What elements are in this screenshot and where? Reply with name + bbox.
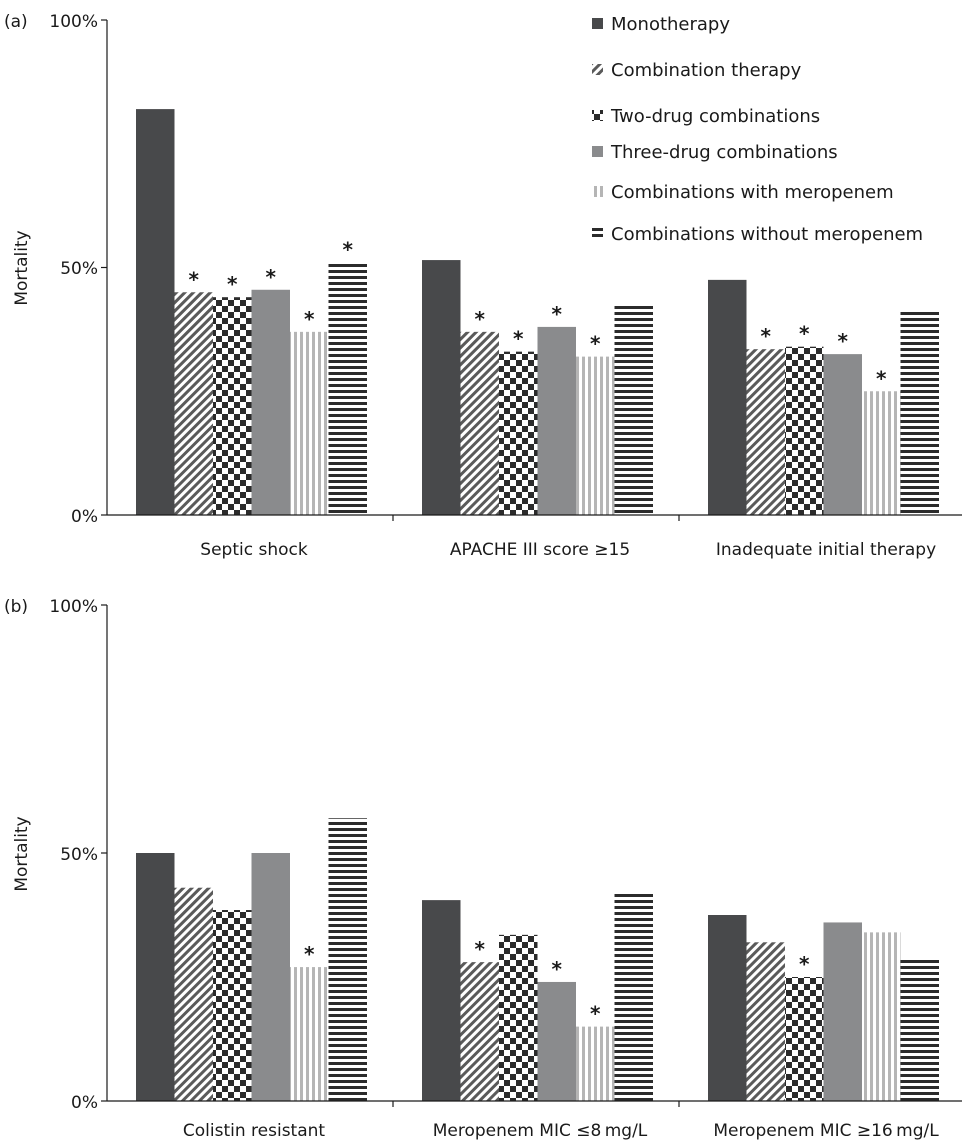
legend-swatch-without-meropenem	[592, 228, 603, 239]
panel-a-ytick-50: 50%	[60, 259, 98, 279]
significance-marker: *	[838, 329, 849, 353]
bar-two-drug-combinations-apache-iii-score-15	[499, 351, 538, 515]
panel-b: (b) Mortality 0% 50% 100% Colistin resis…	[4, 597, 962, 1141]
legend-item: Three-drug combinations	[592, 142, 838, 163]
panel-b-label: (b)	[4, 597, 28, 617]
legend-item: Combination therapy	[592, 60, 802, 81]
significance-marker: *	[590, 332, 601, 356]
legend: Monotherapy Combination therapy Two-drug…	[592, 14, 923, 245]
bar-monotherapy-apache-iii-score-15	[422, 260, 461, 515]
bar-combinations-without-meropenem-apache-iii-score-15	[614, 304, 653, 515]
bar-combinations-without-meropenem-meropenem-mic-8-mg-l	[614, 892, 653, 1101]
significance-marker: *	[475, 937, 486, 961]
legend-label: Combinations without meropenem	[611, 224, 923, 245]
bar-three-drug-combinations-apache-iii-score-15	[537, 326, 576, 515]
bar-combinations-with-meropenem-colistin-resistant	[290, 967, 329, 1101]
bar-two-drug-combinations-meropenem-mic-16-mg-l	[785, 977, 824, 1101]
bar-three-drug-combinations-inadequate-initial-therapy	[823, 354, 862, 515]
panel-a-label: (a)	[4, 12, 28, 32]
legend-label: Monotherapy	[611, 14, 730, 35]
significance-marker: *	[799, 322, 810, 346]
bar-three-drug-combinations-colistin-resistant	[251, 853, 290, 1101]
legend-swatch-monotherapy	[592, 18, 603, 29]
bar-combinations-with-meropenem-meropenem-mic-16-mg-l	[862, 932, 901, 1101]
significance-marker: *	[189, 267, 200, 291]
legend-item: Monotherapy	[592, 14, 730, 35]
significance-marker: *	[227, 272, 238, 296]
bar-combination-therapy-meropenem-mic-16-mg-l	[746, 942, 785, 1101]
significance-marker: *	[552, 302, 563, 326]
bar-combinations-without-meropenem-septic-shock	[328, 262, 367, 515]
bar-three-drug-combinations-meropenem-mic-16-mg-l	[823, 922, 862, 1101]
bar-two-drug-combinations-inadequate-initial-therapy	[785, 346, 824, 515]
bar-monotherapy-meropenem-mic-16-mg-l	[708, 915, 747, 1101]
significance-marker: *	[475, 307, 486, 331]
significance-marker: *	[761, 324, 772, 348]
bar-combinations-without-meropenem-inadequate-initial-therapy	[900, 309, 939, 515]
significance-marker: *	[304, 942, 315, 966]
significance-marker: *	[266, 265, 277, 289]
bar-combinations-with-meropenem-meropenem-mic-8-mg-l	[576, 1026, 615, 1101]
panel-b-bars: * * * * *	[136, 818, 939, 1101]
legend-item: Combinations without meropenem	[592, 224, 923, 245]
bar-combination-therapy-septic-shock	[174, 292, 213, 515]
significance-marker: *	[552, 957, 563, 981]
bar-combinations-without-meropenem-colistin-resistant	[328, 818, 367, 1101]
significance-marker: *	[304, 307, 315, 331]
bar-two-drug-combinations-meropenem-mic-8-mg-l	[499, 934, 538, 1101]
bar-combinations-with-meropenem-inadequate-initial-therapy	[862, 391, 901, 515]
panel-a-category-label-2: Inadequate initial therapy	[716, 540, 936, 560]
bar-three-drug-combinations-meropenem-mic-8-mg-l	[537, 981, 576, 1101]
legend-label: Two-drug combinations	[610, 106, 820, 127]
panel-a-bars: * * * * * * * * * * * * *	[136, 109, 939, 515]
panel-b-ytick-0: 0%	[71, 1093, 98, 1113]
legend-item: Two-drug combinations	[592, 106, 820, 127]
bar-combination-therapy-colistin-resistant	[174, 887, 213, 1101]
bar-combination-therapy-inadequate-initial-therapy	[746, 349, 785, 515]
panel-b-ytick-50: 50%	[60, 845, 98, 865]
legend-swatch-combination-therapy	[592, 64, 603, 75]
significance-marker: *	[799, 952, 810, 976]
panel-b-y-axis-label: Mortality	[12, 816, 32, 891]
significance-marker: *	[876, 366, 887, 390]
panel-a-y-axis-label: Mortality	[12, 230, 32, 305]
bar-combinations-with-meropenem-apache-iii-score-15	[576, 356, 615, 515]
panel-b-category-label-0: Colistin resistant	[183, 1121, 326, 1141]
panel-b-ytick-100: 100%	[49, 597, 98, 617]
bar-two-drug-combinations-colistin-resistant	[213, 910, 252, 1101]
bar-monotherapy-septic-shock	[136, 109, 175, 515]
significance-marker: *	[590, 1002, 601, 1026]
panel-b-category-label-1: Meropenem MIC ≤8 mg/L	[433, 1121, 648, 1141]
significance-marker: *	[343, 238, 354, 262]
bar-combinations-without-meropenem-meropenem-mic-16-mg-l	[900, 957, 939, 1101]
legend-swatch-with-meropenem	[592, 186, 603, 197]
bar-monotherapy-colistin-resistant	[136, 853, 175, 1101]
bar-three-drug-combinations-septic-shock	[251, 289, 290, 515]
significance-marker: *	[513, 327, 524, 351]
panel-a: (a) Mortality 0% 50% 100% Septic shock A…	[4, 12, 962, 560]
legend-label: Combinations with meropenem	[611, 182, 894, 203]
panel-a-ytick-0: 0%	[71, 507, 98, 527]
panel-a-category-label-1: APACHE III score ≥15	[450, 540, 630, 560]
legend-label: Combination therapy	[611, 60, 802, 81]
bar-combination-therapy-apache-iii-score-15	[460, 331, 499, 515]
panel-b-axes	[101, 604, 962, 1107]
legend-swatch-two-drug	[592, 110, 603, 121]
legend-label: Three-drug combinations	[610, 142, 838, 163]
panel-a-ytick-100: 100%	[49, 12, 98, 32]
panel-a-axes	[101, 19, 962, 521]
panel-a-category-label-0: Septic shock	[200, 540, 308, 560]
panel-b-category-label-2: Meropenem MIC ≥16 mg/L	[713, 1121, 939, 1141]
bar-two-drug-combinations-septic-shock	[213, 297, 252, 515]
bar-monotherapy-meropenem-mic-8-mg-l	[422, 900, 461, 1101]
bar-monotherapy-inadequate-initial-therapy	[708, 279, 747, 515]
legend-item: Combinations with meropenem	[592, 182, 894, 203]
bar-combination-therapy-meropenem-mic-8-mg-l	[460, 962, 499, 1101]
legend-swatch-three-drug	[592, 146, 603, 157]
bar-combinations-with-meropenem-septic-shock	[290, 331, 329, 515]
